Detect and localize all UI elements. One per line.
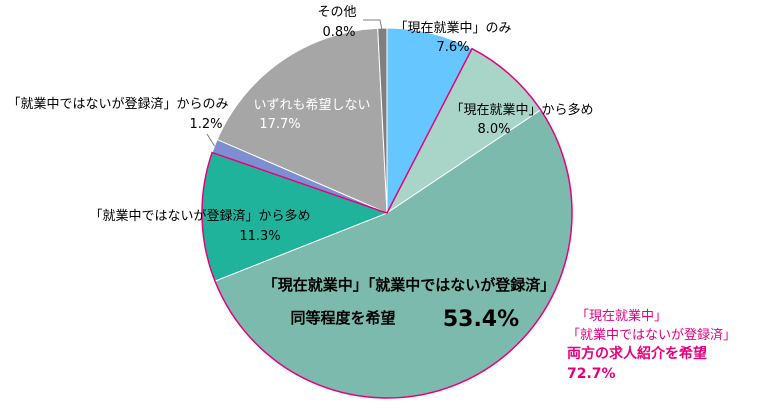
slice-label-5: いずれも希望しない — [253, 97, 370, 113]
slice-value-4: 1.2% — [189, 117, 222, 132]
annotation-line-3: 両方の求人紹介を希望 — [567, 345, 707, 362]
slice-value-6: 0.8% — [322, 25, 355, 40]
leader-lines — [206, 19, 383, 147]
slice-value-5: 17.7% — [259, 117, 300, 132]
slice-value-3: 11.3% — [239, 229, 280, 244]
slice-label-1: 「現在就業中」から多め — [450, 102, 593, 118]
slice-label-4: 「就業中ではないが登録済」からのみ — [7, 96, 228, 112]
leader-line-other — [363, 19, 383, 33]
slice-label-6: その他 — [317, 5, 356, 20]
slice-label-2a: 「現在就業中」「就業中ではないが登録済」 — [263, 276, 556, 294]
slice-value-2: 53.4% — [443, 307, 519, 332]
combined-outline — [201, 47, 573, 399]
combined-outline-path — [201, 47, 573, 399]
leader-line-registered-only — [206, 133, 215, 147]
pie-slice-6 — [377, 27, 388, 214]
slice-label-2b: 同等程度を希望 — [290, 309, 395, 327]
annotation-value: 72.7% — [567, 366, 616, 382]
slice-value-0: 7.6% — [436, 40, 469, 55]
pie-slices — [201, 27, 573, 399]
slice-value-1: 8.0% — [477, 122, 510, 137]
annotation-line-2: 「就業中ではないが登録済」 — [567, 327, 736, 343]
slice-label-3: 「就業中ではないが登録済」から多め — [89, 208, 310, 224]
annotation-line-1: 「現在就業中」 — [576, 308, 667, 324]
pie-slice-5 — [216, 27, 388, 214]
slice-label-0: 「現在就業中」のみ — [394, 20, 511, 36]
